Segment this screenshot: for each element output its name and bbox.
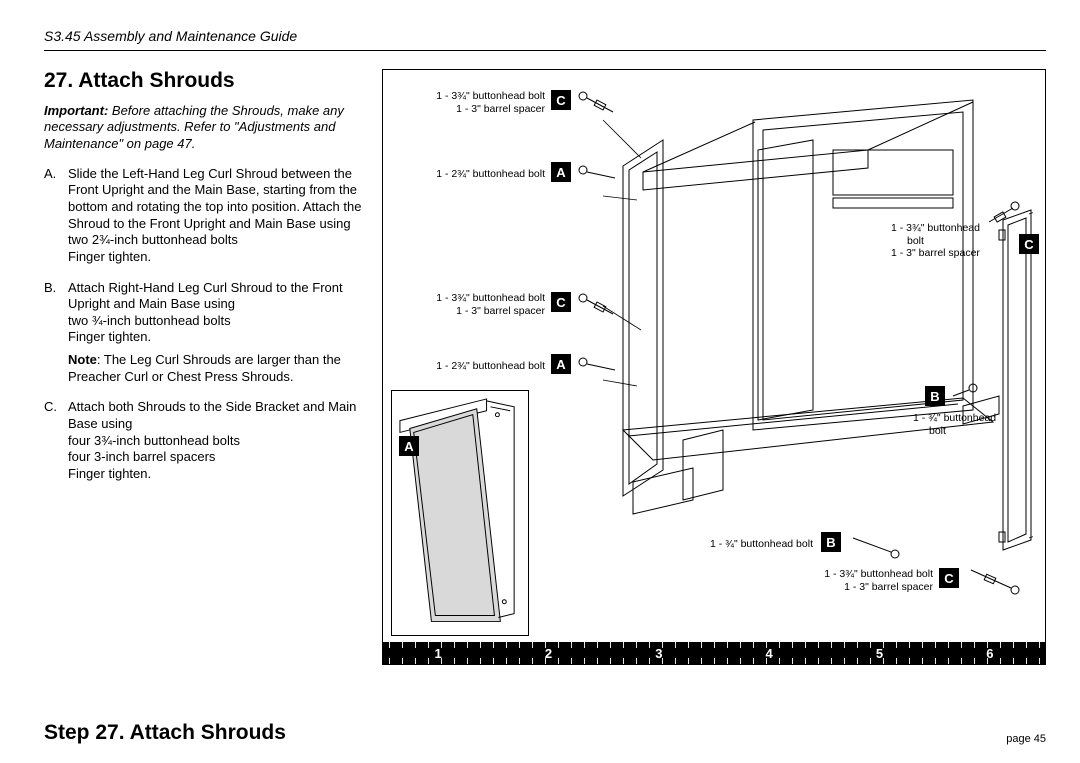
callout-c1-l2: 1 - 3" barrel spacer bbox=[456, 103, 545, 115]
bolt-icon bbox=[577, 162, 621, 184]
marker-c1: C bbox=[551, 90, 571, 110]
marker-bl: B bbox=[821, 532, 841, 552]
marker-a1: A bbox=[551, 162, 571, 182]
callout-c3-l2: 1 - 3" barrel spacer bbox=[844, 581, 933, 593]
callout-a1-l1: 1 - 2¾" buttonhead bolt bbox=[436, 168, 545, 180]
bolt-icon bbox=[965, 564, 1025, 598]
figure-panel: A 1 - 3¾" buttonhead bolt 1 - 3" barrel … bbox=[382, 69, 1046, 665]
important-label: Important: bbox=[44, 103, 108, 118]
note-label: Note bbox=[68, 352, 97, 367]
step-a-sub1: two 2¾-inch buttonhead bolts bbox=[68, 232, 370, 249]
ruler: 1 2 3 4 5 6 bbox=[383, 642, 1045, 664]
callout-a2-l1: 1 - 2¾" buttonhead bolt bbox=[436, 360, 545, 372]
step-c-main: Attach both Shrouds to the Side Bracket … bbox=[68, 399, 356, 431]
steps-list: Slide the Left-Hand Leg Curl Shroud betw… bbox=[44, 166, 370, 483]
step-c-sub2: four 3-inch barrel spacers bbox=[68, 449, 370, 466]
callout-a2: 1 - 2¾" buttonhead bolt bbox=[405, 360, 545, 373]
step-c: Attach both Shrouds to the Side Bracket … bbox=[44, 399, 370, 482]
callout-a1: 1 - 2¾" buttonhead bolt bbox=[405, 168, 545, 181]
callout-cr-l2: bolt bbox=[891, 235, 924, 247]
callout-c2: 1 - 3¾" buttonhead bolt 1 - 3" barrel sp… bbox=[405, 292, 545, 317]
important-note: Important: Before attaching the Shrouds,… bbox=[44, 103, 370, 152]
step-b-main: Attach Right-Hand Leg Curl Shroud to the… bbox=[68, 280, 343, 312]
callout-br: 1 - ¾" buttonhead bolt bbox=[913, 412, 1033, 437]
callout-cr-l3: 1 - 3" barrel spacer bbox=[891, 247, 980, 259]
callout-c1-l1: 1 - 3¾" buttonhead bolt bbox=[436, 90, 545, 102]
step-c-sub3: Finger tighten. bbox=[68, 466, 370, 483]
marker-c2: C bbox=[551, 292, 571, 312]
ruler-2: 2 bbox=[493, 642, 603, 664]
step-b-sub2: Finger tighten. bbox=[68, 329, 370, 346]
callout-c2-l1: 1 - 3¾" buttonhead bolt bbox=[436, 292, 545, 304]
callout-bl-l1: 1 - ¾" buttonhead bolt bbox=[710, 538, 813, 550]
page-number: page 45 bbox=[1006, 733, 1046, 745]
section-number: 27. bbox=[44, 69, 73, 92]
bolt-icon bbox=[577, 354, 621, 376]
marker-a2: A bbox=[551, 354, 571, 374]
document-header: S3.45 Assembly and Maintenance Guide bbox=[44, 28, 1046, 51]
callout-c2-l2: 1 - 3" barrel spacer bbox=[456, 305, 545, 317]
step-a: Slide the Left-Hand Leg Curl Shroud betw… bbox=[44, 166, 370, 266]
inset-illustration bbox=[396, 395, 524, 629]
marker-c3: C bbox=[939, 568, 959, 588]
ruler-4: 4 bbox=[714, 642, 824, 664]
callout-c3-l1: 1 - 3¾" buttonhead bolt bbox=[824, 568, 933, 580]
callout-cr-l1: 1 - 3¾" buttonhead bbox=[891, 222, 980, 234]
callout-br-l1: 1 - ¾" buttonhead bbox=[913, 412, 996, 424]
instruction-column: 27. Attach Shrouds Important: Before att… bbox=[44, 69, 382, 496]
ruler-6: 6 bbox=[935, 642, 1045, 664]
bolt-icon bbox=[577, 290, 621, 320]
bolt-icon bbox=[577, 88, 621, 118]
ruler-5: 5 bbox=[824, 642, 934, 664]
marker-br: B bbox=[925, 386, 945, 406]
section-title: 27. Attach Shrouds bbox=[44, 69, 370, 93]
step-c-sub1: four 3¾-inch buttonhead bolts bbox=[68, 433, 370, 450]
bolt-icon bbox=[985, 200, 1025, 230]
page-footer: Step 27. Attach Shrouds page 45 bbox=[44, 721, 1046, 745]
bolt-icon bbox=[949, 380, 981, 402]
callout-br-l2: bolt bbox=[913, 425, 946, 437]
step-b: Attach Right-Hand Leg Curl Shroud to the… bbox=[44, 280, 370, 386]
step-a-sub2: Finger tighten. bbox=[68, 249, 370, 266]
step-b-note: Note: The Leg Curl Shrouds are larger th… bbox=[68, 352, 370, 385]
note-body: : The Leg Curl Shrouds are larger than t… bbox=[68, 352, 341, 384]
section-name: Attach Shrouds bbox=[78, 69, 234, 92]
footer-title: Step 27. Attach Shrouds bbox=[44, 721, 286, 745]
step-b-sub1: two ¾-inch buttonhead bolts bbox=[68, 313, 370, 330]
page: S3.45 Assembly and Maintenance Guide 27.… bbox=[0, 0, 1080, 763]
marker-cr: C bbox=[1019, 234, 1039, 254]
callout-bl: 1 - ¾" buttonhead bolt bbox=[673, 538, 813, 551]
step-a-main: Slide the Left-Hand Leg Curl Shroud betw… bbox=[68, 166, 361, 231]
callout-c3: 1 - 3¾" buttonhead bolt 1 - 3" barrel sp… bbox=[793, 568, 933, 593]
ruler-3: 3 bbox=[604, 642, 714, 664]
content-row: 27. Attach Shrouds Important: Before att… bbox=[44, 69, 1046, 665]
marker-a-inset: A bbox=[399, 436, 419, 456]
ruler-1: 1 bbox=[383, 642, 493, 664]
inset-detail bbox=[391, 390, 529, 636]
callout-c1: 1 - 3¾" buttonhead bolt 1 - 3" barrel sp… bbox=[405, 90, 545, 115]
bolt-icon bbox=[845, 532, 905, 562]
